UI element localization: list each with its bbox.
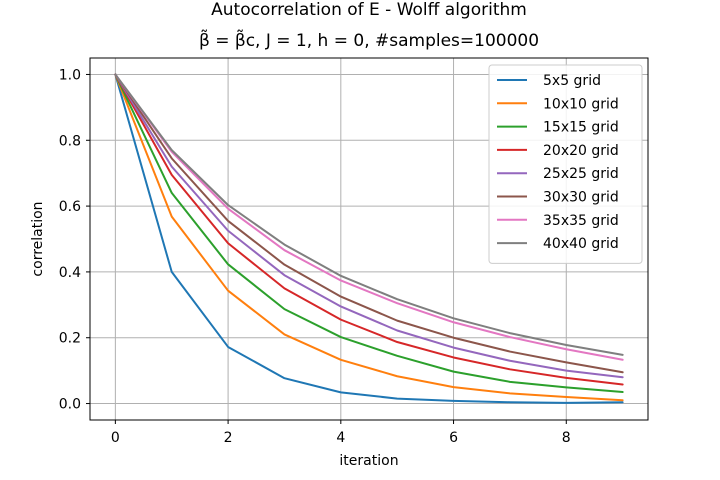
legend-label: 20x20 grid xyxy=(543,143,619,159)
series-line-30x30-grid xyxy=(114,73,624,374)
y-axis-label: correlation xyxy=(30,201,46,276)
y-tick-label: 1.0 xyxy=(59,67,81,83)
plot-frame xyxy=(89,57,649,421)
axis-ticks: 0 2 4 6 8 0.0 0.2 0.4 0.6 0.8 1.0 xyxy=(59,67,571,446)
legend-label: 30x30 grid xyxy=(543,190,619,206)
y-tick-label: 0.0 xyxy=(59,397,81,413)
x-tick-label: 0 xyxy=(111,430,120,446)
legend-label: 40x40 grid xyxy=(543,236,619,252)
chart-title: Autocorrelation of E - Wolff algorithm xyxy=(211,0,527,20)
legend-label: 35x35 grid xyxy=(543,213,619,229)
series-layer xyxy=(114,73,624,404)
y-tick-label: 0.8 xyxy=(59,133,81,149)
y-tick-label: 0.4 xyxy=(59,265,81,281)
series-line-25x25-grid xyxy=(114,73,624,379)
x-axis-label: iteration xyxy=(339,453,398,469)
x-tick-label: 8 xyxy=(562,430,571,446)
legend: 5x5 grid 10x10 grid 15x15 grid 20x20 grid 25… xyxy=(488,64,643,264)
x-tick-label: 6 xyxy=(449,430,458,446)
series-line-20x20-grid xyxy=(114,73,624,386)
series-line-35x35-grid xyxy=(114,73,624,361)
series-line-10x10-grid xyxy=(114,73,624,402)
legend-box xyxy=(488,64,643,264)
y-tick-label: 0.2 xyxy=(59,331,81,347)
legend-label: 5x5 grid xyxy=(543,73,601,89)
x-tick-label: 4 xyxy=(336,430,345,446)
legend-label: 10x10 grid xyxy=(543,96,619,112)
y-tick-label: 0.6 xyxy=(59,199,81,215)
series-line-15x15-grid xyxy=(114,73,624,394)
series-line-40x40-grid xyxy=(114,73,624,356)
series-line-5x5-grid xyxy=(114,73,624,404)
chart-subtitle: β̃ = β̃c, J = 1, h = 0, #samples=100000 xyxy=(199,29,539,51)
legend-label: 15x15 grid xyxy=(543,120,619,136)
legend-label: 25x25 grid xyxy=(543,166,619,182)
x-tick-label: 2 xyxy=(224,430,233,446)
